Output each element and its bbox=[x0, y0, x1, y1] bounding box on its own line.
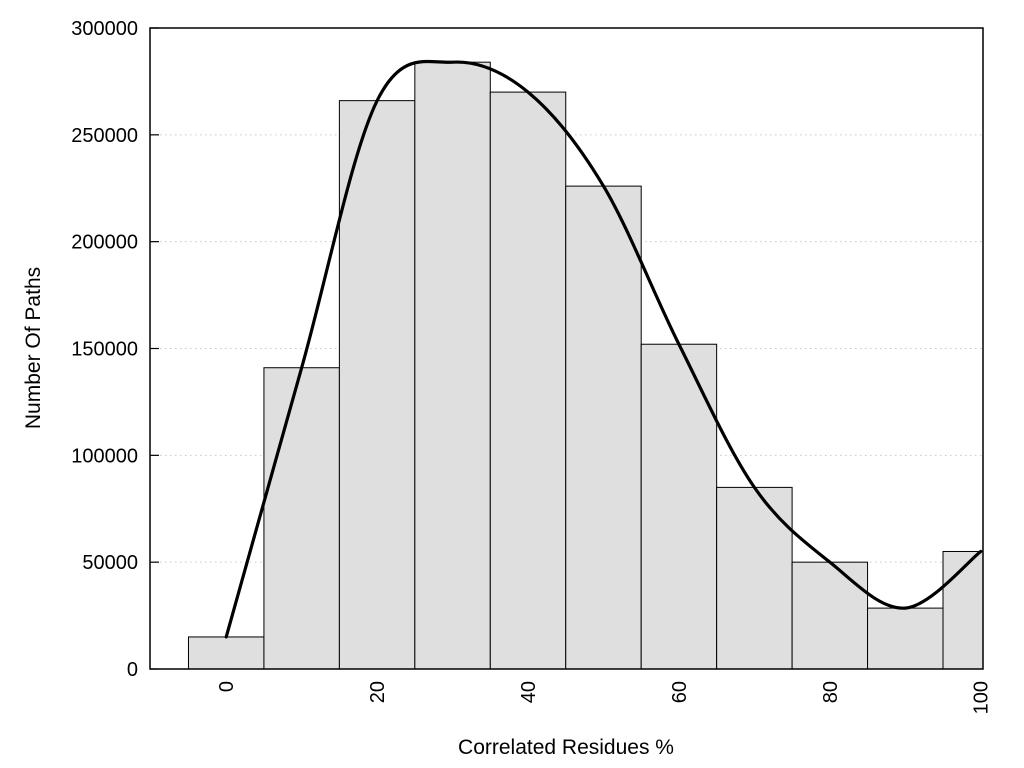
histogram-bar-90 bbox=[867, 607, 944, 669]
histogram-bar-30 bbox=[414, 61, 491, 669]
axis-ticks bbox=[150, 27, 159, 670]
histogram-bar-50 bbox=[565, 185, 642, 669]
x-tick-label: 100 bbox=[971, 681, 993, 714]
y-tick-label: 200000 bbox=[71, 232, 138, 254]
y-tick-label: 50000 bbox=[82, 552, 138, 574]
histogram-bar-0 bbox=[187, 636, 265, 669]
histogram-bars bbox=[187, 61, 983, 669]
x-axis-title: Correlated Residues % bbox=[458, 736, 674, 759]
histogram-bar-100 bbox=[942, 550, 983, 669]
histogram-bar-70 bbox=[716, 486, 793, 669]
x-tick-label: 20 bbox=[367, 681, 389, 703]
histogram-bar-80 bbox=[791, 561, 869, 669]
histogram-bar-60 bbox=[640, 343, 718, 669]
x-tick-label: 0 bbox=[216, 681, 238, 692]
y-tick-label: 150000 bbox=[71, 339, 138, 361]
x-tick-label: 80 bbox=[820, 681, 842, 703]
axis-tick-labels: 0 50000 100000 150000 200000 250000 300000 0 20 4… bbox=[71, 18, 992, 714]
x-tick-label: 60 bbox=[669, 681, 691, 703]
smooth-trend bbox=[224, 59, 983, 639]
y-tick-label: 0 bbox=[127, 659, 138, 681]
histogram-bar-40 bbox=[489, 91, 567, 669]
histogram-bar-10 bbox=[263, 367, 340, 669]
x-tick-label: 40 bbox=[518, 681, 540, 703]
smooth-curve-path bbox=[224, 59, 983, 639]
y-tick-label: 250000 bbox=[71, 125, 138, 147]
y-tick-label: 300000 bbox=[71, 18, 138, 40]
histogram-bar-20 bbox=[338, 100, 416, 669]
y-axis-title: Number Of Paths bbox=[22, 267, 45, 429]
y-tick-label: 100000 bbox=[71, 445, 138, 467]
